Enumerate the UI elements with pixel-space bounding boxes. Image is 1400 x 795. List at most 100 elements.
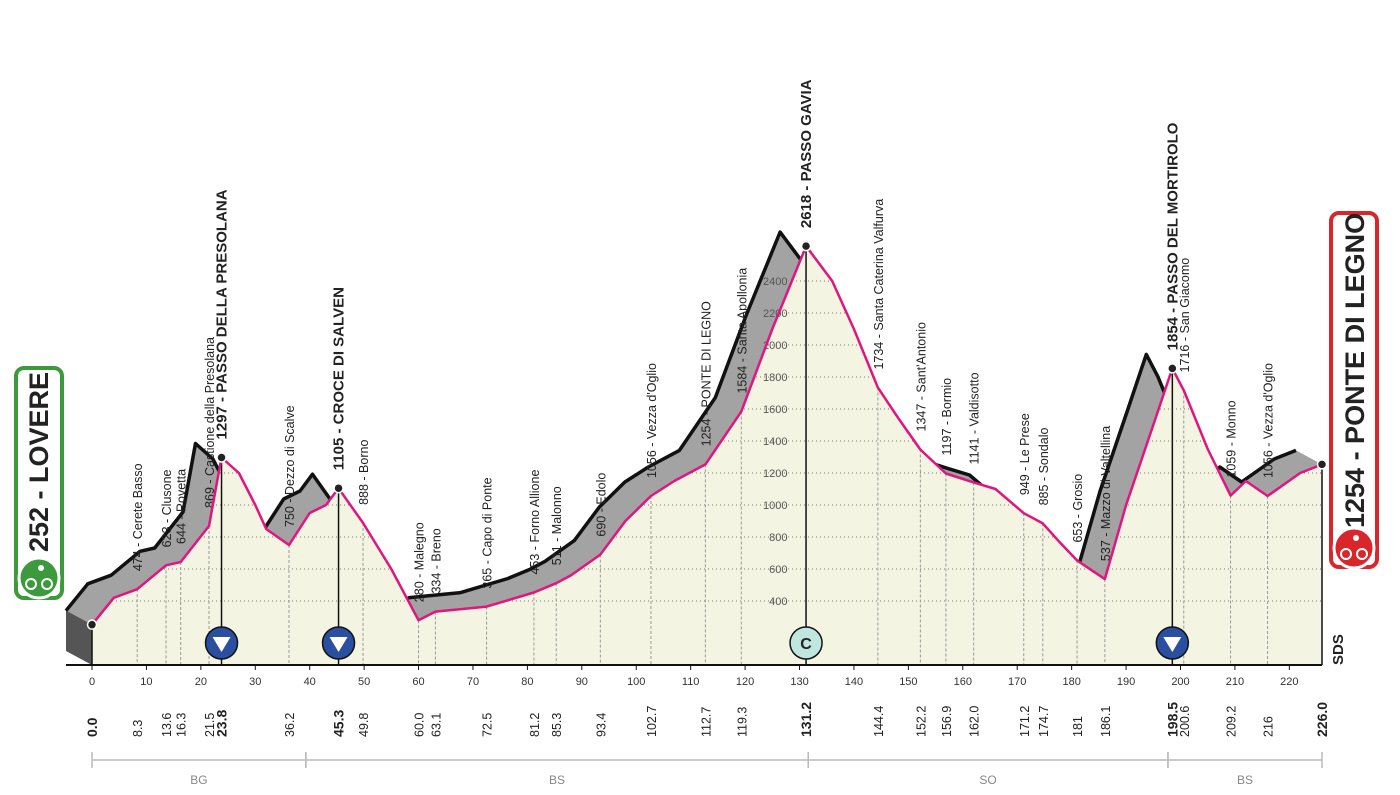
waypoint-label: 888 - Borno <box>357 440 371 505</box>
waypoint-km: 60.0 <box>413 713 427 737</box>
summit-dot <box>216 452 227 463</box>
waypoint-km: 186.1 <box>1099 706 1113 737</box>
summit-dot <box>800 240 812 252</box>
waypoint-label: 885 - Sondalo <box>1037 428 1051 506</box>
waypoint-km: 200.6 <box>1178 706 1192 737</box>
waypoint-label: 1056 - Vezza d'Oglio <box>1262 363 1276 478</box>
waypoint-km: 85.3 <box>550 713 564 737</box>
finish-box: 1254 - PONTE DI LEGNO <box>1329 211 1379 570</box>
y-tick-label: 600 <box>769 564 787 576</box>
waypoint-label: 1059 - Monno <box>1225 400 1239 477</box>
summit-dot <box>333 482 344 494</box>
x-tick-label: 20 <box>195 676 207 688</box>
waypoint-km: 13.6 <box>160 713 174 737</box>
y-tick-label: 1800 <box>763 372 787 384</box>
waypoint-km: 63.1 <box>429 713 443 737</box>
waypoint-label: 511 - Malonno <box>550 486 564 565</box>
y-tick-label: 1200 <box>763 468 787 480</box>
start-icon <box>38 565 44 571</box>
waypoint-label: 1141 - Valdisotto <box>968 372 982 464</box>
summit-label: 1105 - CROCE DI SALVEN <box>331 287 348 470</box>
waypoint-km-bold: 45.3 <box>331 710 347 737</box>
summit-label: 2618 - PASSO GAVIA <box>798 79 815 228</box>
x-tick-label: 70 <box>467 676 479 688</box>
y-tick-label: 2200 <box>763 308 787 320</box>
start-icon <box>25 578 37 590</box>
x-tick-label: 180 <box>1062 676 1080 688</box>
summit-dot <box>1167 363 1178 374</box>
climb-icon <box>789 626 823 660</box>
logo: SDS <box>1330 634 1347 665</box>
climb-icon-mark <box>329 637 348 652</box>
summit-dot <box>1316 459 1328 470</box>
waypoint-km: 216 <box>1262 716 1276 737</box>
summit-label: 1297 - PASSO DELLA PRESOLANA <box>214 189 231 439</box>
profile-wall <box>66 610 92 665</box>
y-tick-label: 400 <box>769 596 787 608</box>
waypoint-label: 1584 - Santa Apollonia <box>735 268 749 394</box>
x-tick-label: 110 <box>682 676 700 688</box>
start-label: 252 - LOVERE <box>24 372 54 552</box>
x-tick-label: 90 <box>576 676 588 688</box>
profile-fill <box>92 246 1322 665</box>
finish-icon <box>1356 548 1368 560</box>
start-box: 252 - LOVERE <box>14 366 64 600</box>
start-icon <box>17 556 61 600</box>
waypoint-label: 453 - Forno Allione <box>528 470 542 575</box>
sector-label: BG <box>190 773 207 787</box>
x-tick-label: 40 <box>304 676 316 688</box>
waypoint-km: 102.7 <box>645 706 659 737</box>
waypoint-km: 49.8 <box>357 713 371 737</box>
waypoint-km: 119.3 <box>735 707 749 737</box>
waypoint-label: 1056 - Vezza d'Oglio <box>645 363 659 478</box>
x-tick-label: 120 <box>736 676 754 688</box>
waypoint-km: 171.2 <box>1018 706 1032 737</box>
y-tick-label: 1600 <box>763 404 787 416</box>
start-icon <box>41 578 53 590</box>
x-tick-label: 10 <box>140 676 152 688</box>
waypoint-km-bold: 226.0 <box>1314 702 1330 737</box>
finish-icon <box>1340 548 1352 560</box>
y-tick-label: 2000 <box>763 340 787 352</box>
waypoint-km: 36.2 <box>283 713 297 737</box>
x-tick-label: 220 <box>1280 676 1298 688</box>
y-tick-label: 1400 <box>763 436 787 448</box>
climb-icon-mark <box>1163 637 1182 652</box>
waypoint-km-bold: 131.2 <box>798 702 814 737</box>
waypoint-km-bold: 23.8 <box>214 710 230 737</box>
x-tick-label: 160 <box>954 676 972 688</box>
sector-label: BS <box>1237 773 1253 787</box>
waypoint-km: 93.4 <box>594 713 608 737</box>
waypoint-label: 537 - Mazzo di Valtellina <box>1099 426 1113 561</box>
waypoint-label: 644 - Rovetta <box>175 469 189 544</box>
waypoint-km: 72.5 <box>481 713 495 737</box>
waypoint-label: 869 - Castione della Presolana <box>203 337 217 508</box>
waypoint-km-bold: 198.5 <box>1164 702 1180 737</box>
waypoint-km: 152.2 <box>914 706 928 737</box>
waypoint-km: 81.2 <box>528 713 542 737</box>
x-tick-label: 200 <box>1171 676 1189 688</box>
waypoint-label: 1716 - San Giacomo <box>1178 258 1192 373</box>
finish-icon <box>1353 535 1359 541</box>
x-tick-label: 100 <box>627 676 645 688</box>
x-tick-label: 140 <box>845 676 863 688</box>
x-tick-label: 60 <box>412 676 424 688</box>
x-tick-label: 50 <box>358 676 370 688</box>
waypoint-km-bold: 0.0 <box>84 717 100 737</box>
waypoint-km: 162.0 <box>968 706 982 737</box>
x-tick-label: 0 <box>89 676 95 688</box>
sector-label: SO <box>979 773 996 787</box>
waypoint-label: 334 - Breno <box>429 528 443 593</box>
waypoint-label: 623 - Clusone <box>160 469 174 547</box>
x-tick-label: 30 <box>249 676 261 688</box>
x-tick-label: 210 <box>1226 676 1244 688</box>
x-tick-label: 130 <box>790 676 808 688</box>
waypoint-km: 16.3 <box>175 713 189 737</box>
waypoint-km: 144.4 <box>872 706 886 737</box>
waypoint-label: 1254 - PONTE DI LEGNO <box>699 301 713 446</box>
waypoint-km: 156.9 <box>940 706 954 737</box>
waypoint-label: 280 - Malegno <box>413 522 427 602</box>
waypoint-label: 1197 - Bormio <box>940 378 954 456</box>
summit-dot <box>86 619 98 630</box>
